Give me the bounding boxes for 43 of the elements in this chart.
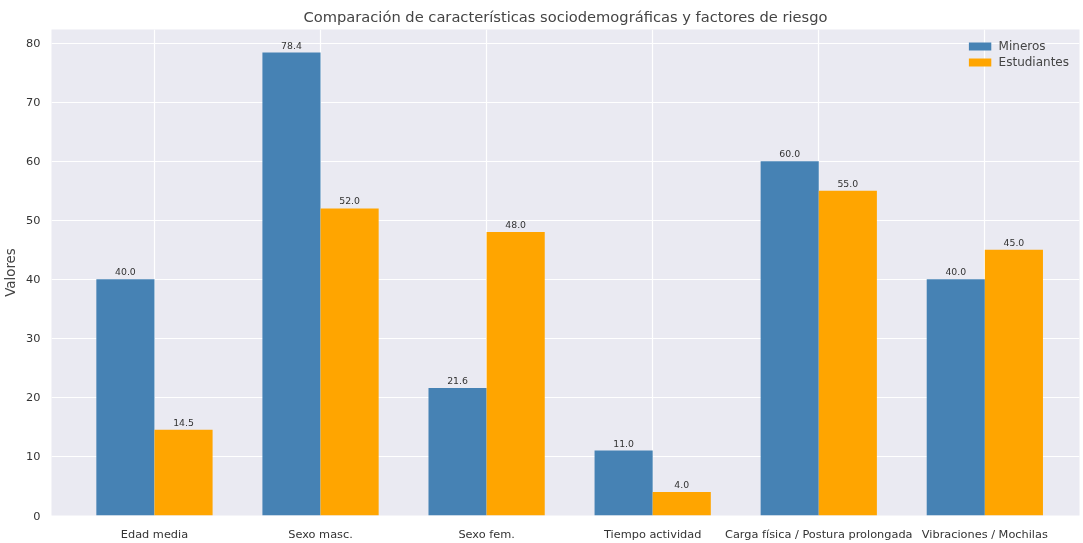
data-label: 40.0 bbox=[115, 266, 136, 278]
y-tick-label: 30 bbox=[26, 331, 41, 346]
bar bbox=[984, 249, 1043, 516]
y-tick-label: 20 bbox=[26, 390, 41, 405]
data-label: 55.0 bbox=[837, 177, 859, 189]
bar bbox=[486, 232, 545, 516]
x-tick-label: Sexo fem. bbox=[458, 526, 515, 541]
data-label: 78.4 bbox=[281, 39, 302, 51]
data-label: 60.0 bbox=[779, 148, 801, 160]
data-label: 48.0 bbox=[505, 219, 527, 231]
y-tick-label: 70 bbox=[26, 95, 41, 110]
bar bbox=[96, 279, 155, 516]
x-tick-label: Edad media bbox=[120, 526, 189, 541]
bar bbox=[926, 279, 985, 516]
legend-label: Mineros bbox=[998, 39, 1046, 53]
data-label: 11.0 bbox=[613, 437, 635, 449]
x-tick-label: Tiempo actividad bbox=[603, 526, 702, 541]
data-label: 14.5 bbox=[173, 416, 194, 428]
y-tick-label: 40 bbox=[26, 272, 41, 287]
y-tick-label: 10 bbox=[26, 449, 41, 464]
bar bbox=[428, 387, 487, 516]
data-label: 21.6 bbox=[447, 374, 468, 386]
x-tick-label: Sexo masc. bbox=[288, 526, 353, 541]
x-tick-label: Carga física / Postura prolongada bbox=[724, 526, 913, 541]
data-label: 45.0 bbox=[1003, 236, 1025, 248]
y-axis-title: Valores bbox=[3, 248, 19, 297]
data-label: 40.0 bbox=[945, 266, 967, 278]
bar bbox=[320, 208, 379, 516]
bar bbox=[594, 450, 653, 516]
x-tick-label: Vibraciones / Mochilas bbox=[921, 526, 1048, 541]
bar bbox=[760, 161, 819, 516]
chart-title: Comparación de características sociodemográficas y factores de riesgo bbox=[303, 7, 828, 25]
bar bbox=[262, 52, 321, 516]
data-label: 52.0 bbox=[339, 195, 361, 207]
y-tick-label: 80 bbox=[26, 36, 41, 51]
bar bbox=[818, 190, 877, 516]
legend-label: Estudiantes bbox=[998, 55, 1069, 69]
bar bbox=[154, 429, 213, 516]
bar bbox=[652, 491, 711, 516]
data-label: 4.0 bbox=[674, 478, 690, 490]
y-tick-label: 60 bbox=[26, 154, 41, 169]
y-tick-label: 0 bbox=[33, 508, 41, 523]
y-tick-label: 50 bbox=[26, 213, 41, 228]
